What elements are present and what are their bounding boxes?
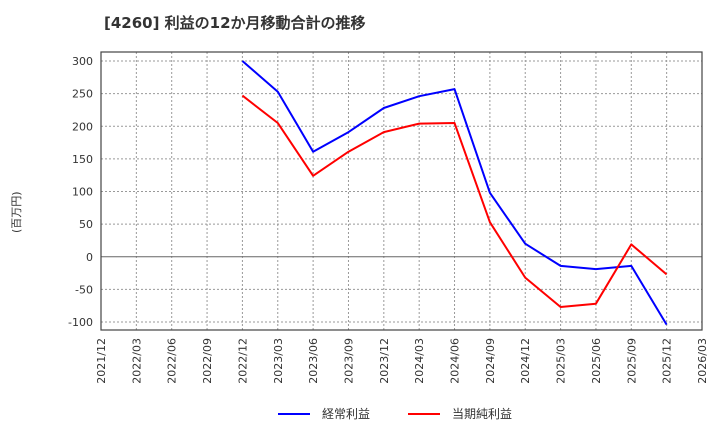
series-lines: [241, 60, 668, 326]
x-tick-label: 2023/09: [342, 338, 355, 384]
y-axis-ticks: 300 250 200 150 100 50 0 -50 -100: [68, 55, 93, 329]
y-tick-label: 300: [72, 55, 93, 68]
x-tick-label: 2025/06: [590, 338, 603, 384]
x-tick-label: 2024/12: [519, 338, 532, 384]
x-tick-label: 2024/03: [413, 338, 426, 384]
legend-swatch-red: [408, 412, 440, 415]
y-tick-label: -100: [68, 316, 93, 329]
x-tick-label: 2025/09: [625, 338, 638, 384]
y-tick-label: 250: [72, 88, 93, 101]
x-tick-label: 2025/12: [661, 338, 674, 384]
x-tick-label: 2021/12: [95, 338, 108, 384]
legend-item-ordinary-profit: 経常利益: [278, 405, 370, 422]
x-tick-label: 2022/09: [201, 338, 214, 384]
y-tick-label: 50: [79, 218, 93, 231]
y-tick-label: 0: [86, 251, 93, 264]
x-tick-label: 2023/06: [307, 338, 320, 384]
x-axis-ticks: 2021/12 2022/03 2022/06 2022/09 2022/12 2023/…: [95, 338, 709, 384]
y-tick-label: 150: [72, 153, 93, 166]
x-tick-label: 2022/06: [166, 338, 179, 384]
chart-title: [4260] 利益の12か月移動合計の推移: [104, 14, 366, 32]
y-tick-label: 200: [72, 120, 93, 133]
x-tick-label: 2024/06: [449, 338, 462, 384]
legend-item-net-profit: 当期純利益: [408, 405, 512, 422]
legend-swatch-blue: [278, 412, 310, 415]
y-tick-label: -50: [75, 283, 93, 296]
x-tick-label: 2025/03: [555, 338, 568, 384]
net-profit-line: [241, 94, 668, 308]
ordinary-profit-line: [241, 60, 668, 326]
y-tick-label: 100: [72, 186, 93, 199]
x-tick-label: 2026/03: [696, 338, 709, 384]
x-tick-label: 2022/03: [130, 338, 143, 384]
x-tick-label: 2024/09: [484, 338, 497, 384]
legend-label: 当期純利益: [452, 407, 513, 421]
x-tick-label: 2023/12: [378, 338, 391, 384]
axes: [100, 51, 703, 331]
legend-label: 経常利益: [322, 407, 371, 421]
grid-lines: [101, 52, 702, 330]
x-tick-label: 2023/03: [272, 338, 285, 384]
x-tick-label: 2022/12: [236, 338, 249, 384]
